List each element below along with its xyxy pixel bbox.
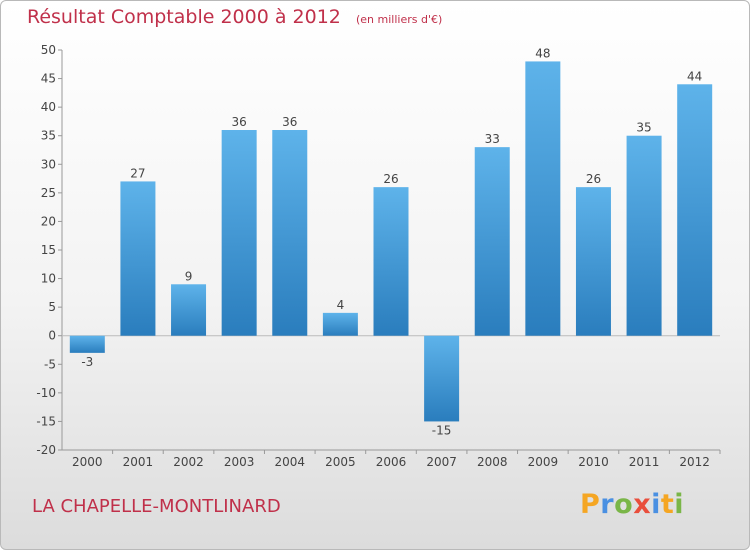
y-tick-label: -5 xyxy=(44,357,56,371)
y-tick-label: 50 xyxy=(41,43,56,57)
value-label-2007: -15 xyxy=(432,423,452,437)
x-tick-label: 2007 xyxy=(426,455,457,469)
y-tick-label: 45 xyxy=(41,72,56,86)
x-tick-label: 2011 xyxy=(629,455,660,469)
value-label-2003: 36 xyxy=(232,115,247,129)
proxiti-logo[interactable]: Proxiti xyxy=(580,489,685,520)
chart-title: Résultat Comptable 2000 à 2012 (en milli… xyxy=(27,6,442,28)
x-tick-label: 2003 xyxy=(224,455,255,469)
x-tick-label: 2002 xyxy=(173,455,204,469)
bar-2000 xyxy=(69,335,105,353)
bar-2004 xyxy=(272,130,308,336)
x-tick-label: 2005 xyxy=(325,455,356,469)
y-tick-label: 0 xyxy=(48,329,56,343)
value-label-2012: 44 xyxy=(687,69,702,83)
bar-2007 xyxy=(424,335,460,422)
value-label-2000: -3 xyxy=(81,355,93,369)
value-label-2002: 9 xyxy=(185,269,193,283)
bar-2011 xyxy=(626,135,662,336)
y-tick-label: -20 xyxy=(36,443,56,457)
y-tick-label: 35 xyxy=(41,129,56,143)
chart-unit-text: (en milliers d'€) xyxy=(355,13,443,26)
x-tick-label: 2000 xyxy=(72,455,103,469)
value-label-2006: 26 xyxy=(383,172,398,186)
x-tick-label: 2004 xyxy=(274,455,305,469)
bar-2012 xyxy=(677,84,713,336)
value-label-2009: 48 xyxy=(535,46,550,60)
y-tick-label: 30 xyxy=(41,157,56,171)
value-label-2011: 35 xyxy=(636,121,651,135)
bar-2001 xyxy=(120,181,156,336)
y-tick-label: -15 xyxy=(36,414,56,428)
chart-title-text: Résultat Comptable 2000 à 2012 xyxy=(27,6,341,28)
bar-2002 xyxy=(171,284,207,336)
x-tick-label: 2012 xyxy=(679,455,710,469)
y-tick-label: 25 xyxy=(41,186,56,200)
y-tick-label: 15 xyxy=(41,243,56,257)
x-tick-label: 2006 xyxy=(376,455,407,469)
value-label-2010: 26 xyxy=(586,172,601,186)
bar-2003 xyxy=(221,130,257,336)
bar-2010 xyxy=(575,187,611,336)
y-tick-label: 20 xyxy=(41,214,56,228)
value-label-2008: 33 xyxy=(485,132,500,146)
y-tick-label: -10 xyxy=(36,386,56,400)
x-tick-label: 2001 xyxy=(123,455,154,469)
value-label-2001: 27 xyxy=(130,166,145,180)
value-label-2004: 36 xyxy=(282,115,297,129)
y-tick-label: 5 xyxy=(48,300,56,314)
bar-2005 xyxy=(322,312,358,336)
bar-2008 xyxy=(474,147,510,336)
bar-2006 xyxy=(373,187,409,336)
value-label-2005: 4 xyxy=(337,298,345,312)
bar-2009 xyxy=(525,61,561,336)
x-tick-label: 2008 xyxy=(477,455,508,469)
y-tick-label: 40 xyxy=(41,100,56,114)
x-tick-label: 2010 xyxy=(578,455,609,469)
x-tick-label: 2009 xyxy=(528,455,559,469)
y-tick-label: 10 xyxy=(41,272,56,286)
commune-name: LA CHAPELLE-MONTLINARD xyxy=(32,496,281,517)
